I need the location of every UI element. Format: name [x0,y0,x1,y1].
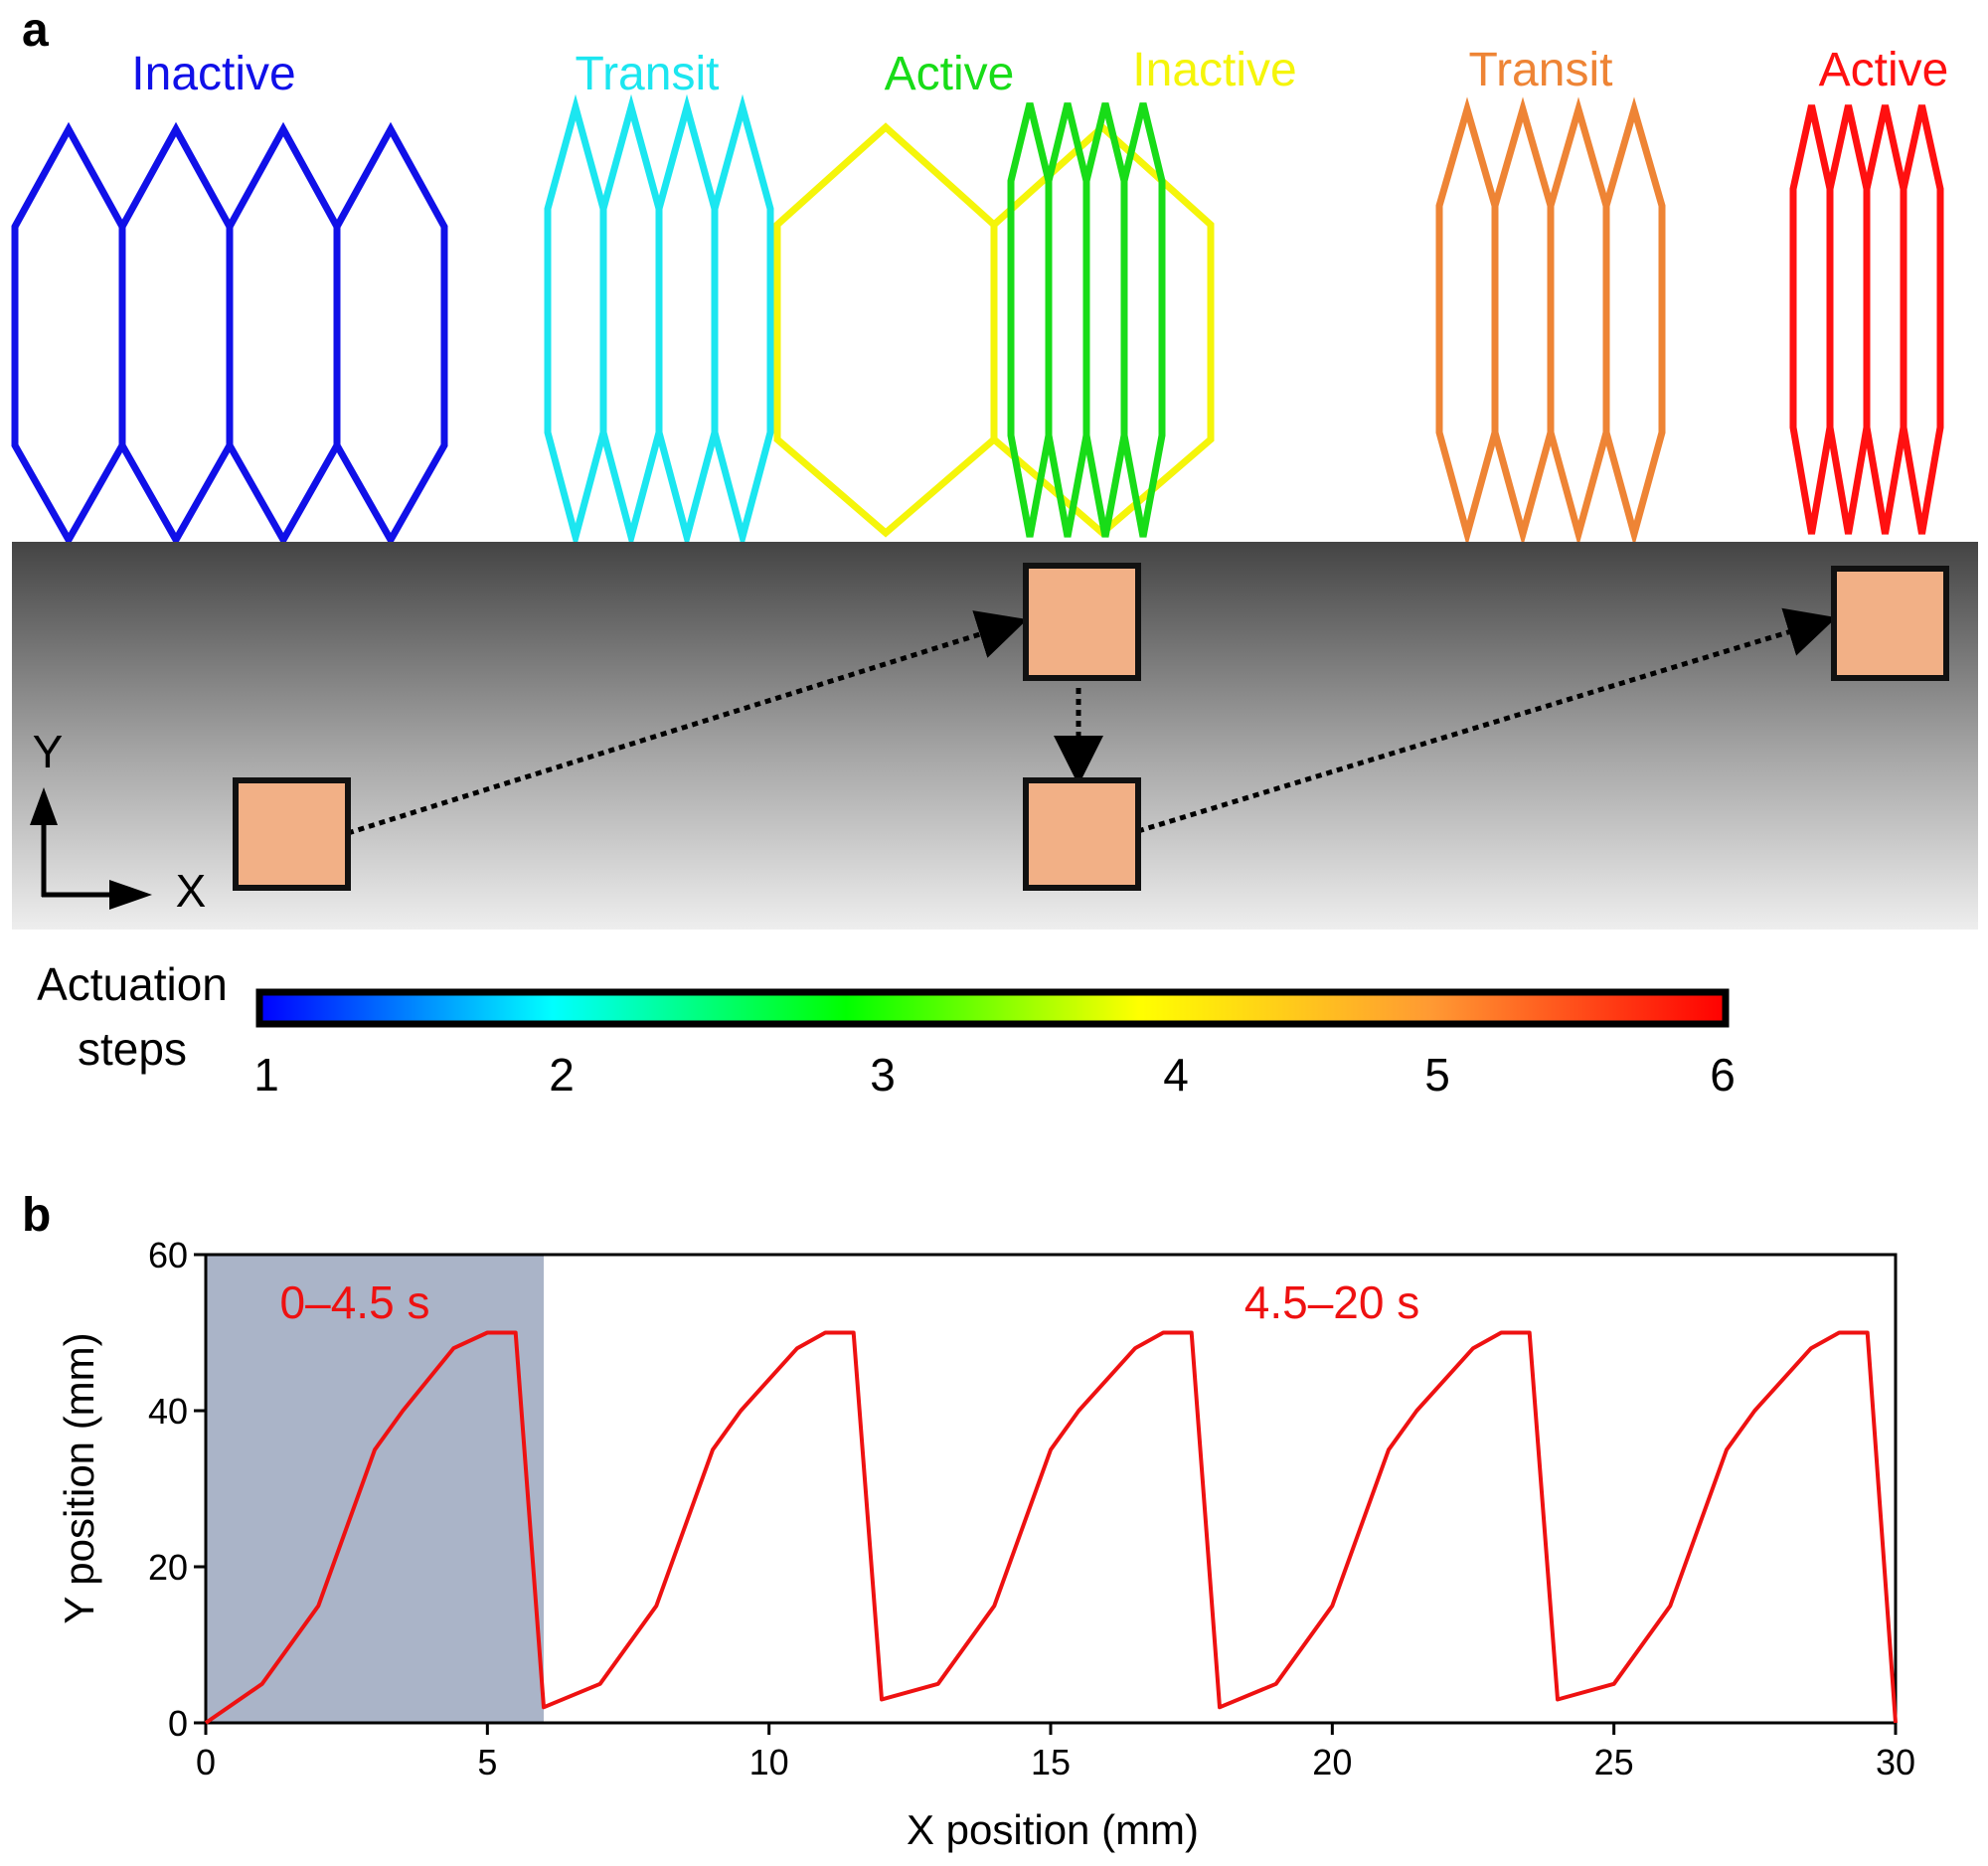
blocks [233,563,1949,891]
lattice-transit-step-5 [1435,96,1666,548]
x-tick-label: 20 [1312,1742,1352,1782]
block-end [1831,566,1949,681]
panel-a-label: a [22,4,49,57]
lattice-transit-step-2 [544,93,774,551]
motion-arrows [347,607,1837,836]
x-tick-label: 10 [749,1742,789,1782]
colorbar-tick-label: 2 [549,1049,575,1101]
panel-a: a Inactive Transit Active Inactive Trans… [11,4,1978,1101]
lattice-inactive-step-4 [773,122,1215,538]
x-tick-label: 15 [1031,1742,1071,1782]
x-tick-label: 30 [1876,1742,1915,1782]
lattice-cell [1045,102,1090,538]
state-label-4: Inactive [1132,44,1296,96]
lattice-cell [1491,96,1555,548]
lattice-cell [1435,96,1499,548]
honeycomb-lattices [11,93,1944,551]
colorbar-bar [255,988,1730,1028]
lattice-inactive-step-1 [11,121,448,548]
annotation-late-window: 4.5–20 s [1244,1276,1419,1328]
y-tick-label: 40 [148,1391,188,1432]
lattice-active-step-6 [1789,104,1944,535]
lattice-cell [1826,104,1871,535]
lattice-cell [1547,96,1610,548]
lattice-cell [118,121,234,548]
lattice-cell [11,121,126,548]
state-label-3: Active [885,48,1015,100]
y-direction-label: Y [33,726,64,777]
x-tick-label: 5 [477,1742,497,1782]
colorbar-tick-label: 1 [253,1049,279,1101]
block-start [233,777,351,891]
lattice-cell [333,121,448,548]
colorbar-tick-labels: 1 2 3 4 5 6 [253,1049,1736,1101]
actuation-colorbar: Actuation steps 1 2 3 4 5 6 [37,958,1736,1101]
colorbar-label-line2: steps [78,1023,187,1075]
lattice-cell [1120,102,1166,538]
x-axis-title: X position (mm) [907,1806,1199,1853]
panel-b: b 0 5 10 15 20 25 30 0 20 40 60 0–4.5 s 4.5–20 s X… [22,1189,1915,1853]
lattice-cell [711,93,774,551]
x-tick-label: 0 [196,1742,216,1782]
colorbar-tick-label: 4 [1163,1049,1189,1101]
x-tick-label: 25 [1594,1742,1634,1782]
lattice-cell [990,122,1215,538]
lattice-cell [1602,96,1666,548]
lattice-cell [544,93,607,551]
block-top-middle [1023,563,1141,681]
y-axis-title: Y position (mm) [56,1332,102,1623]
state-labels: Inactive Transit Active Inactive Transit… [131,44,1948,100]
state-label-6: Active [1819,44,1949,96]
lattice-cell [1789,104,1834,535]
lattice-cell [655,93,719,551]
state-label-1: Inactive [131,48,295,100]
y-tick-label: 20 [148,1547,188,1588]
annotation-early-window: 0–4.5 s [280,1276,430,1328]
block-bottom-middle [1023,777,1141,891]
trajectory-line-0 [204,1330,1898,1725]
x-direction-label: X [176,865,207,917]
colorbar-tick-label: 5 [1424,1049,1450,1101]
y-arrow-head [30,787,58,825]
state-label-2: Transit [576,48,720,100]
lattice-cell [226,121,341,548]
panel-b-label: b [22,1189,51,1242]
lattice-cell [773,122,998,538]
xy-axes-indicator: Y X [30,726,206,917]
xy-trajectory-chart: 0 5 10 15 20 25 30 0 20 40 60 [148,1235,1915,1782]
colorbar-tick-label: 6 [1710,1049,1736,1101]
lattice-cell [599,93,663,551]
y-tick-label: 0 [168,1703,188,1744]
lattice-cell [1082,102,1128,538]
colorbar-tick-label: 3 [870,1049,896,1101]
x-arrow-head [109,880,152,910]
state-label-5: Transit [1469,44,1613,96]
lattice-cell [1900,104,1944,535]
lattice-cell [1863,104,1907,535]
colorbar-label-line1: Actuation [37,958,228,1010]
motion-arrow-1 [347,610,1028,836]
y-tick-label: 60 [148,1235,188,1275]
lattice-active-step-3 [1007,102,1166,538]
